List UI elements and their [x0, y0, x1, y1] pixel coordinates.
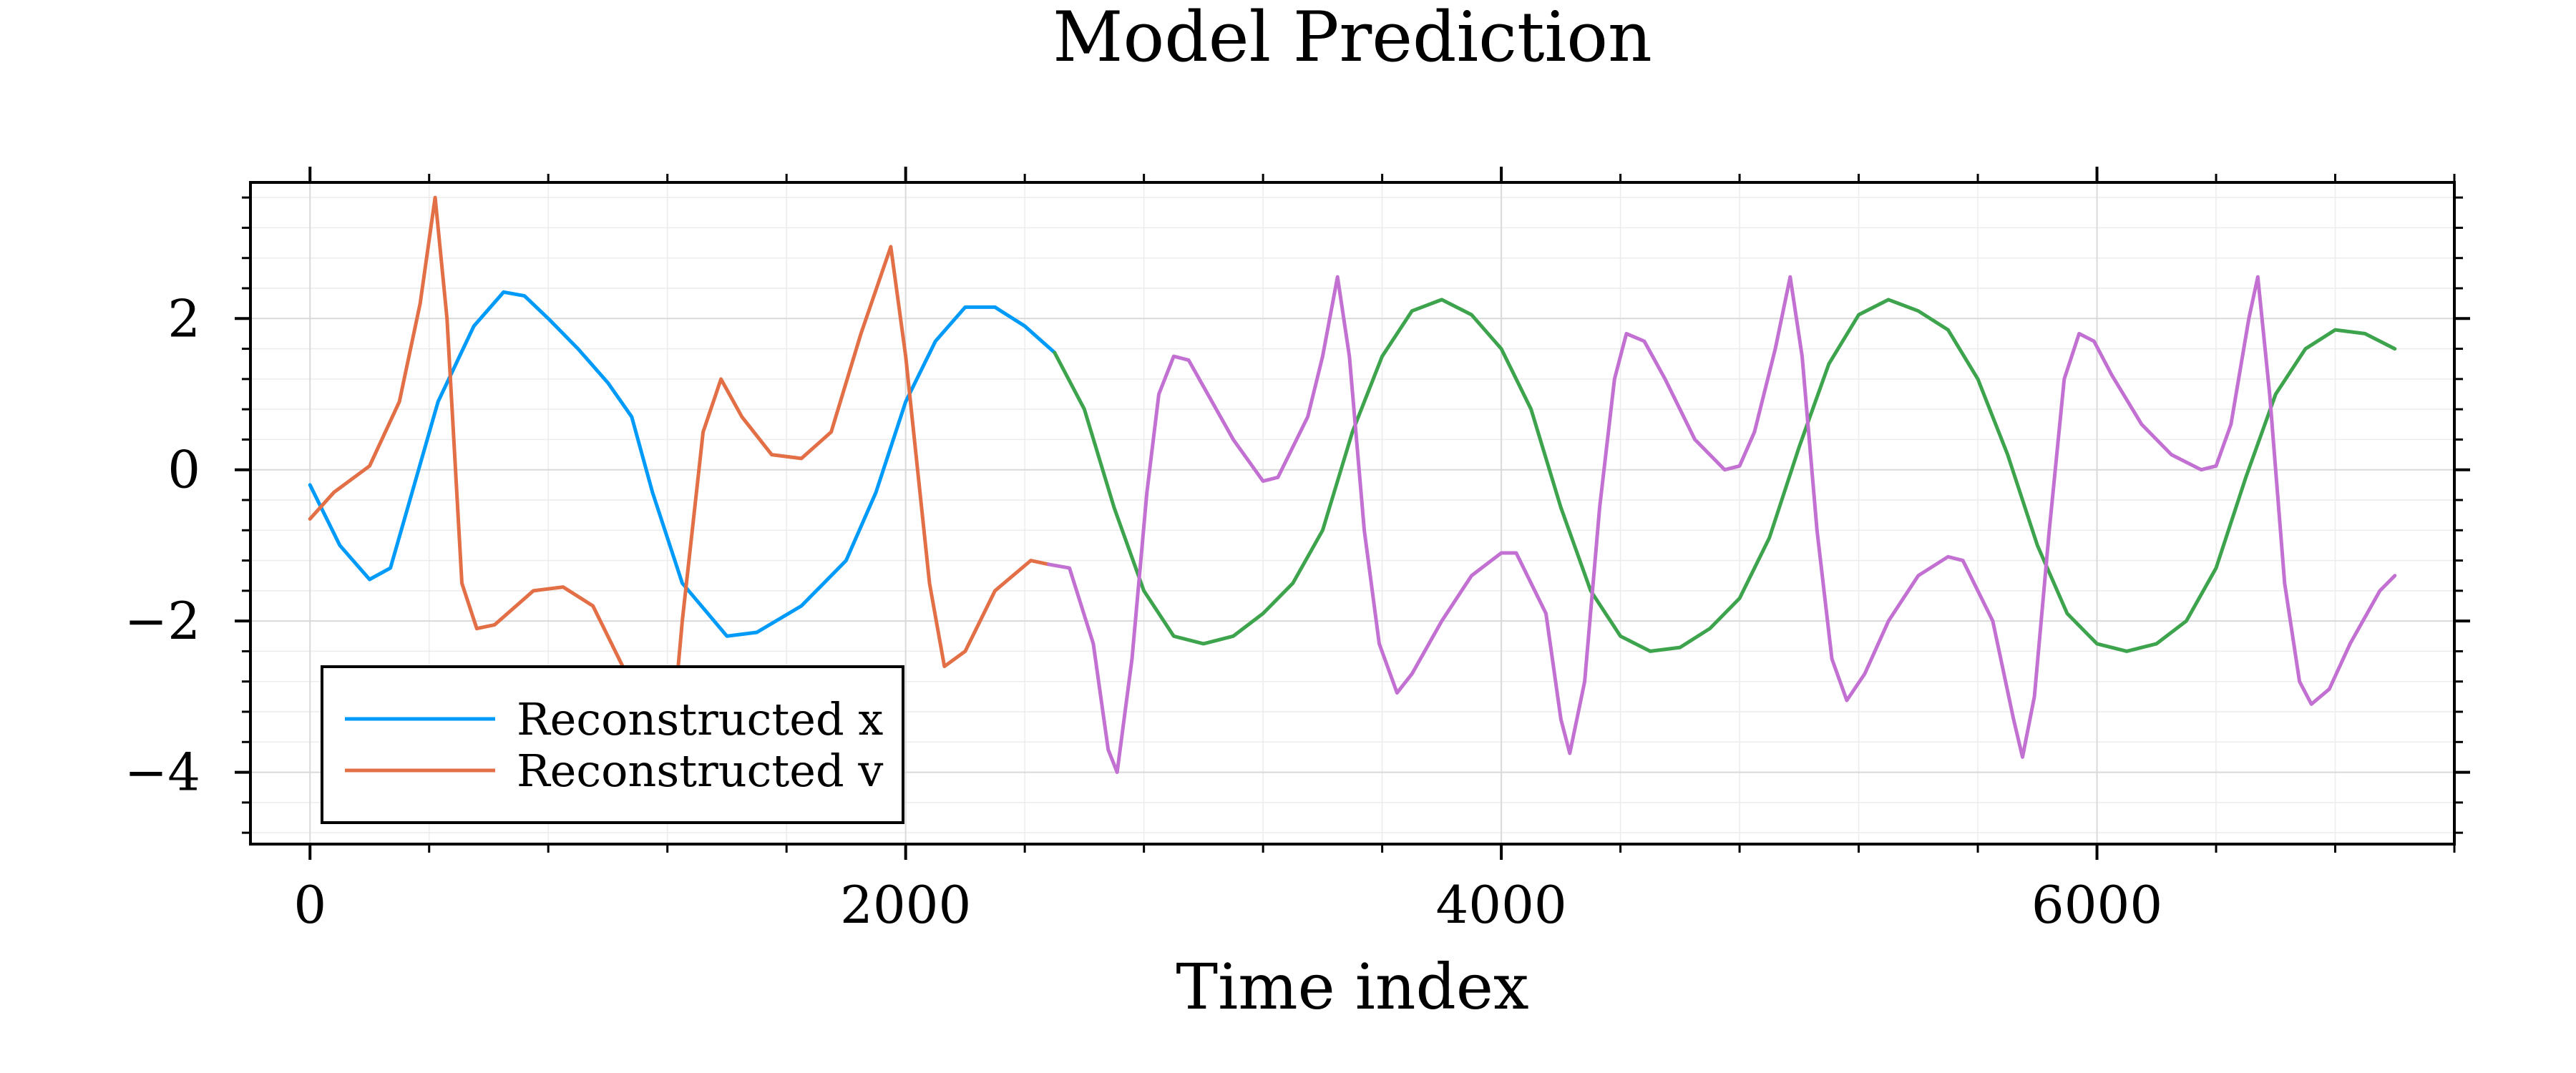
- y-tick-label: 2: [167, 288, 200, 348]
- x-tick-label: 2000: [840, 875, 971, 935]
- legend-box: [321, 665, 904, 824]
- series-line-reconstructed-x: [308, 290, 1057, 638]
- series-line-continuation-3: [1047, 275, 2397, 775]
- plot-series: [308, 195, 2397, 820]
- x-axis-label: Time index: [1176, 950, 1528, 1024]
- x-tick-label: 6000: [2031, 875, 2162, 935]
- y-tick-label: 0: [167, 440, 200, 500]
- y-tick-label: −2: [125, 591, 200, 651]
- series-line-continuation-2: [1053, 298, 2397, 653]
- x-tick-label: 4000: [1435, 875, 1566, 935]
- minor-grid: [250, 182, 2455, 844]
- tick-labels: 0 2000 4000 6000 −4 −2 0 2: [125, 288, 2162, 935]
- legend-label-reconstructed-x: Reconstructed x: [517, 693, 883, 745]
- axis-ticks: [235, 167, 2470, 860]
- legend: Reconstructed x Reconstructed v: [321, 665, 904, 824]
- x-tick-label: 0: [293, 875, 326, 935]
- legend-label-reconstructed-v: Reconstructed v: [517, 745, 883, 797]
- chart-title: Model Prediction: [1053, 0, 1652, 77]
- plot-frame: [249, 181, 2456, 846]
- y-tick-label: −4: [125, 743, 200, 803]
